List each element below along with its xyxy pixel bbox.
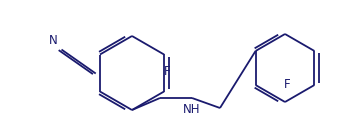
Text: F: F [283, 78, 290, 91]
Text: N: N [49, 34, 58, 47]
Text: NH: NH [183, 103, 201, 116]
Text: F: F [164, 65, 171, 78]
